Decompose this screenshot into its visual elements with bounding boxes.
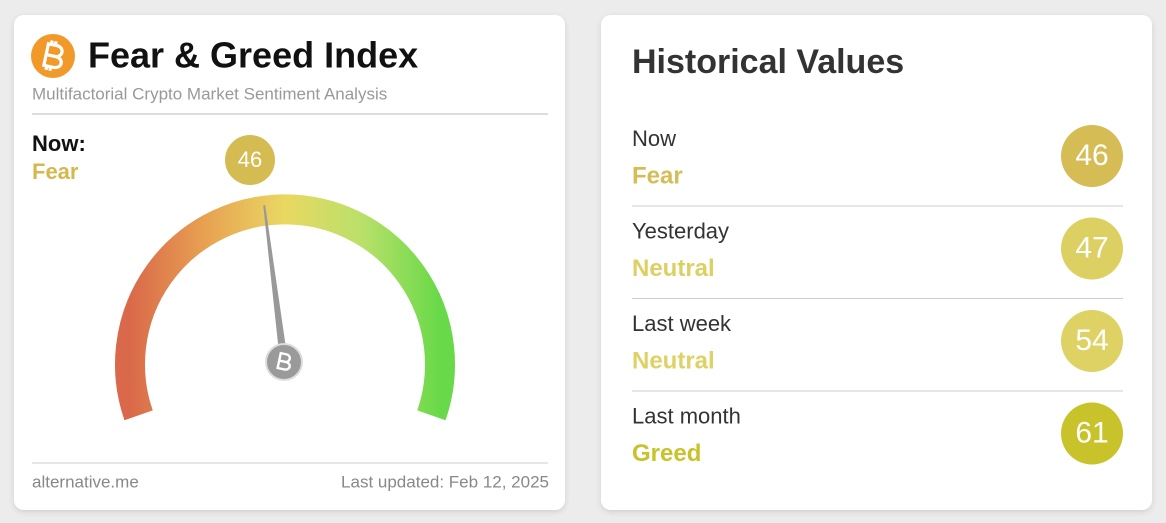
value-text: 46 [1075,139,1108,172]
last-updated: Last updated: Feb 12, 2025 [341,472,549,491]
classification: Fear [632,162,683,189]
classification: Neutral [632,347,715,374]
value-text: 47 [1075,231,1108,264]
period-label: Last month [632,403,741,428]
title: Fear & Greed Index [88,35,418,76]
classification: Neutral [632,255,715,282]
bitcoin-logo [31,34,75,78]
subtitle: Multifactorial Crypto Market Sentiment A… [32,84,387,103]
value-circle [1061,402,1123,465]
value-badge [225,135,275,185]
period-label: Now [632,126,676,151]
value-text: 61 [1075,416,1108,449]
value-text: 54 [1075,324,1108,357]
needle [263,205,288,363]
source: alternative.me [32,472,139,491]
value-circle [1061,217,1123,280]
now-classification: Fear [32,159,79,184]
history-title: Historical Values [632,43,904,81]
value-circle [1061,310,1123,372]
value-circle [1061,125,1123,187]
gauge-pivot [265,343,303,381]
classification: Greed [632,440,701,467]
period-label: Yesterday [632,218,729,243]
history-card [601,15,1152,510]
gauge-arc [115,194,455,421]
now-label: Now: [32,131,86,156]
value-badge-text: 46 [238,147,262,172]
period-label: Last week [632,311,732,336]
